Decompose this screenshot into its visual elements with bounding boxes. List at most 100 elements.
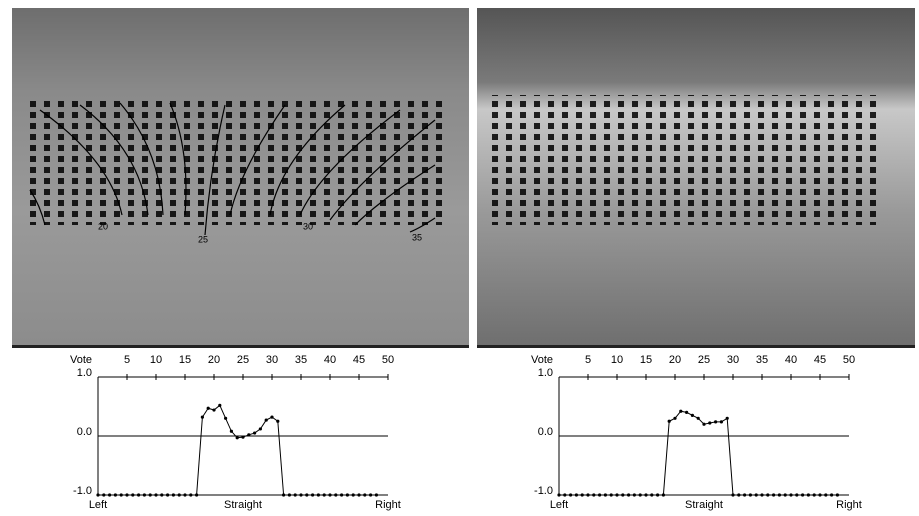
x-tick-label: 35 — [295, 354, 307, 366]
data-point — [650, 493, 654, 497]
data-point — [102, 493, 106, 497]
data-point — [270, 415, 274, 419]
data-point — [632, 493, 637, 497]
data-point — [644, 493, 648, 497]
x-tick-label: 45 — [814, 354, 826, 366]
data-point — [229, 429, 233, 433]
data-point — [96, 493, 100, 497]
data-point — [754, 493, 758, 497]
data-point — [708, 421, 712, 425]
right-photo — [477, 8, 915, 348]
data-point — [154, 493, 158, 497]
x-direction-label: Right — [375, 499, 401, 511]
data-point — [719, 420, 724, 424]
data-point — [218, 403, 222, 407]
data-point — [334, 493, 338, 497]
x-tick-label: 30 — [266, 354, 278, 366]
data-point — [119, 493, 123, 497]
data-point — [627, 493, 631, 497]
x-tick-label: 25 — [237, 354, 249, 366]
data-point — [574, 493, 579, 497]
data-point — [241, 435, 245, 439]
data-point — [125, 493, 129, 497]
data-point — [340, 493, 344, 497]
data-point — [195, 493, 199, 497]
data-point — [661, 493, 666, 497]
data-point — [316, 493, 320, 497]
data-point — [743, 493, 747, 497]
image-label: 30 — [303, 221, 313, 231]
data-point — [305, 493, 309, 497]
data-point — [772, 493, 776, 497]
y-axis-label: Vote — [531, 354, 553, 366]
image-label: 20 — [98, 221, 108, 231]
data-point — [166, 493, 170, 497]
data-point — [812, 493, 816, 497]
data-point — [258, 427, 262, 431]
x-tick-label: 10 — [150, 354, 162, 366]
data-point — [835, 493, 840, 497]
y-tick-label: -1.0 — [534, 485, 553, 497]
y-axis-label: Vote — [70, 354, 92, 366]
x-tick-label: 50 — [382, 354, 394, 366]
data-point — [282, 493, 286, 497]
data-point — [137, 493, 141, 497]
x-tick-label: 15 — [179, 354, 191, 366]
data-point — [737, 493, 741, 497]
image-label: 35 — [412, 232, 422, 242]
data-point — [667, 419, 671, 423]
x-tick-label: 5 — [585, 354, 591, 366]
data-point — [189, 493, 193, 497]
data-point — [621, 493, 625, 497]
data-point — [615, 493, 619, 497]
data-point — [818, 493, 822, 497]
data-point — [247, 433, 251, 437]
data-point — [351, 493, 355, 497]
x-tick-label: 25 — [698, 354, 710, 366]
data-point — [235, 436, 239, 440]
x-direction-label: Straight — [224, 499, 262, 511]
data-point — [609, 493, 613, 497]
data-point — [224, 416, 228, 420]
data-point — [253, 431, 257, 435]
data-point — [656, 493, 660, 497]
data-point — [801, 493, 805, 497]
data-point — [328, 493, 332, 497]
data-point — [679, 409, 683, 413]
data-point — [287, 493, 291, 497]
data-point — [783, 493, 787, 497]
x-direction-label: Straight — [685, 499, 723, 511]
data-point — [345, 493, 349, 497]
x-tick-label: 45 — [353, 354, 365, 366]
data-point — [760, 493, 764, 497]
image-label: 25 — [198, 234, 208, 244]
x-tick-label: 15 — [640, 354, 652, 366]
data-point — [183, 493, 187, 497]
data-point — [563, 493, 567, 497]
data-point — [731, 493, 735, 497]
left-photo — [12, 8, 469, 348]
data-point — [206, 406, 210, 410]
data-point — [177, 493, 181, 497]
data-point — [131, 493, 135, 497]
data-point — [322, 493, 326, 497]
x-tick-label: 20 — [208, 354, 220, 366]
data-line — [98, 404, 377, 496]
y-tick-label: 0.0 — [77, 426, 92, 438]
data-point — [142, 493, 146, 497]
y-tick-label: -1.0 — [73, 485, 92, 497]
data-point — [725, 416, 729, 420]
x-tick-label: 20 — [669, 354, 681, 366]
data-point — [276, 419, 280, 423]
data-point — [580, 493, 584, 497]
data-point — [806, 493, 811, 497]
data-point — [766, 493, 770, 497]
data-point — [569, 493, 573, 497]
y-tick-label: 0.0 — [538, 426, 553, 438]
x-tick-label: 35 — [756, 354, 768, 366]
data-point — [830, 493, 834, 497]
data-point — [293, 493, 297, 497]
data-point — [374, 493, 378, 497]
data-point — [311, 493, 315, 497]
